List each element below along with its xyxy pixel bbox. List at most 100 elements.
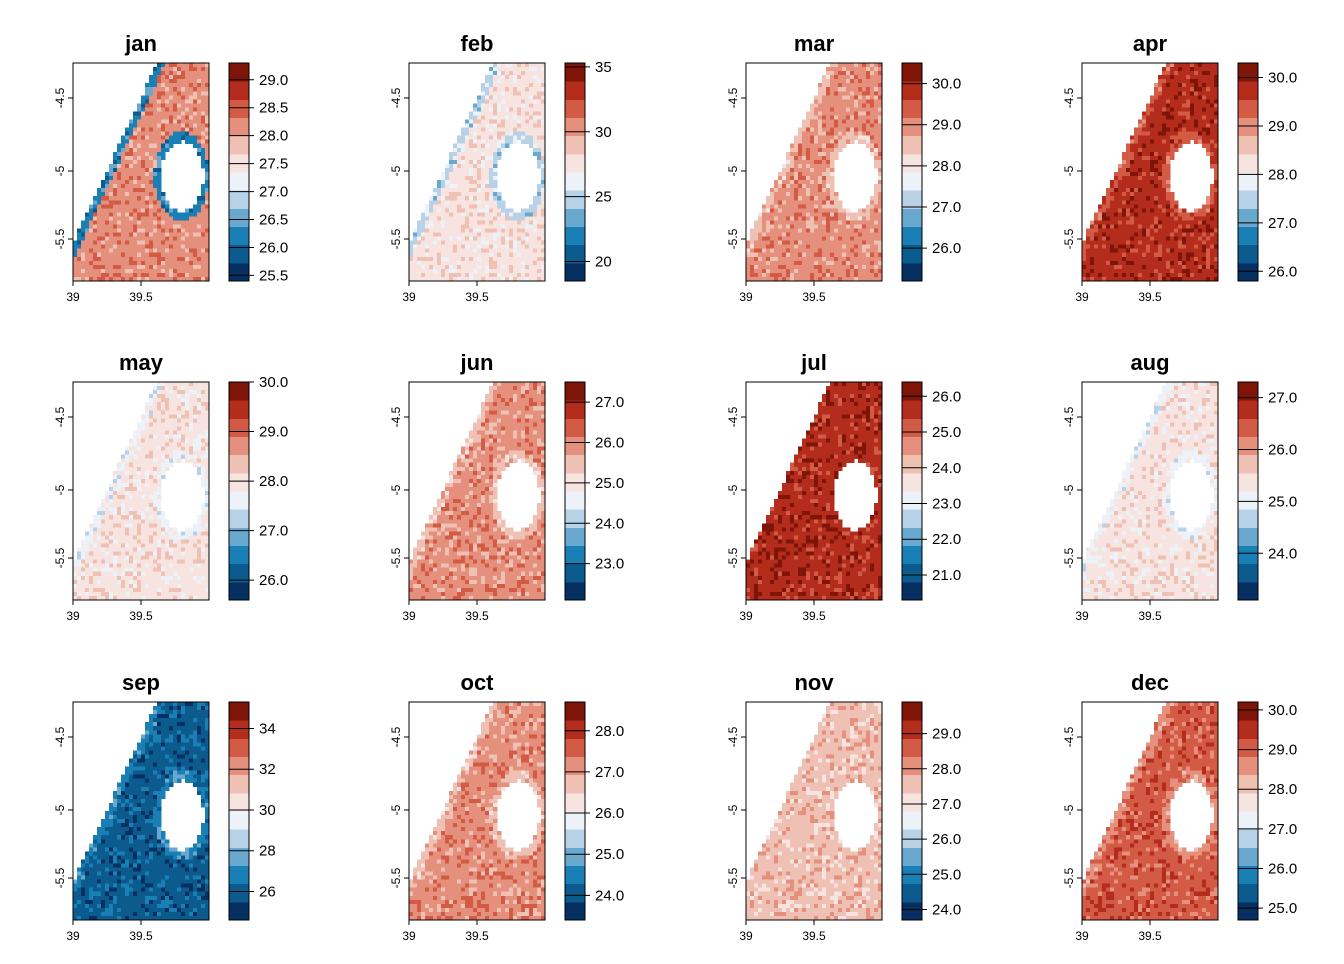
y-tick-label: -5.5 — [726, 228, 740, 249]
panel-title: oct — [461, 670, 495, 695]
x-tick-label: 39.5 — [129, 929, 153, 943]
colorbar-tick-label: 26.0 — [932, 240, 961, 257]
x-tick-label: 39.5 — [1138, 290, 1162, 304]
colorbar-tick-label: 28 — [259, 843, 276, 860]
y-tick-label: -5.5 — [726, 547, 740, 568]
colorbar-tick-label: 27.0 — [595, 764, 624, 781]
panel-title: jun — [460, 350, 494, 375]
x-tick-label: 39.5 — [802, 609, 826, 623]
y-tick-label: -4.5 — [726, 406, 740, 427]
colorbar — [565, 63, 585, 282]
y-tick-label: -5 — [1062, 484, 1076, 495]
panel-title: apr — [1133, 31, 1168, 56]
colorbar-tick-label: 29.0 — [259, 424, 288, 441]
raster — [73, 702, 209, 920]
colorbar-tick-label: 27.0 — [1268, 821, 1297, 838]
colorbar-tick-label: 24.0 — [595, 515, 624, 532]
colorbar — [229, 382, 249, 601]
colorbar — [902, 63, 922, 282]
colorbar-tick-label: 28.0 — [1268, 781, 1297, 798]
colorbar-tick-label: 28.0 — [259, 128, 288, 145]
y-tick-label: -5 — [53, 484, 67, 495]
y-tick-label: -5.5 — [1062, 867, 1076, 888]
colorbar-tick-label: 32 — [259, 761, 276, 778]
panel-title: aug — [1130, 350, 1169, 375]
x-tick-label: 39 — [402, 290, 416, 304]
colorbar-tick-label: 24.0 — [932, 901, 961, 918]
colorbar-tick-label: 25 — [595, 189, 612, 206]
x-tick-label: 39 — [1075, 929, 1089, 943]
x-tick-label: 39.5 — [465, 290, 489, 304]
x-tick-label: 39.5 — [1138, 929, 1162, 943]
raster — [409, 63, 545, 281]
colorbar-tick-label: 25.0 — [932, 866, 961, 883]
colorbar-tick-label: 25.0 — [932, 424, 961, 441]
colorbar-tick-label: 26.0 — [595, 805, 624, 822]
y-tick-label: -5 — [389, 484, 403, 495]
y-tick-label: -5.5 — [53, 547, 67, 568]
x-tick-label: 39 — [402, 929, 416, 943]
colorbar-tick-label: 30.0 — [1268, 70, 1297, 87]
colorbar-tick-label: 24.0 — [1268, 545, 1297, 562]
colorbar-tick-label: 26.0 — [932, 831, 961, 848]
y-tick-label: -5 — [726, 484, 740, 495]
x-tick-label: 39 — [66, 609, 80, 623]
colorbar-tick-label: 24.0 — [595, 887, 624, 904]
colorbar-tick-label: 34 — [259, 720, 276, 737]
colorbar-tick-label: 26.0 — [1268, 441, 1297, 458]
colorbar — [1238, 63, 1258, 282]
colorbar-tick-label: 28.0 — [932, 761, 961, 778]
colorbar-tick-label: 23.0 — [595, 556, 624, 573]
colorbar-tick-label: 28.0 — [932, 158, 961, 175]
x-tick-label: 39 — [402, 609, 416, 623]
y-tick-label: -4.5 — [53, 726, 67, 747]
colorbar-tick-label: 26.0 — [1268, 263, 1297, 280]
panel-title: jul — [800, 350, 827, 375]
colorbar-tick-label: 29.0 — [932, 726, 961, 743]
colorbar-tick-label: 29.0 — [932, 117, 961, 134]
x-tick-label: 39.5 — [465, 929, 489, 943]
colorbar-tick-label: 29.0 — [1268, 118, 1297, 135]
colorbar-tick-label: 30.0 — [259, 374, 288, 391]
y-tick-label: -4.5 — [389, 726, 403, 747]
colorbar — [1238, 382, 1258, 601]
colorbar-tick-label: 28.0 — [1268, 166, 1297, 183]
colorbar-tick-label: 27.0 — [595, 394, 624, 411]
panel-title: sep — [122, 670, 160, 695]
colorbar-tick-label: 26.0 — [259, 572, 288, 589]
colorbar-tick-label: 27.0 — [932, 199, 961, 216]
colorbar — [229, 63, 249, 282]
raster — [1082, 63, 1218, 281]
raster — [73, 63, 209, 281]
colorbar-tick-label: 25.0 — [595, 475, 624, 492]
panel-title: dec — [1131, 670, 1169, 695]
colorbar-tick-label: 25.0 — [595, 846, 624, 863]
colorbar-tick-label: 30.0 — [1268, 702, 1297, 719]
colorbar-tick-label: 25.0 — [1268, 493, 1297, 510]
x-tick-label: 39 — [66, 290, 80, 304]
colorbar-tick-label: 28.5 — [259, 100, 288, 117]
colorbar-tick-label: 27.0 — [259, 184, 288, 201]
raster — [746, 702, 882, 920]
y-tick-label: -5 — [53, 165, 67, 176]
y-tick-label: -5 — [389, 804, 403, 815]
colorbar-tick-label: 27.0 — [259, 523, 288, 540]
y-tick-label: -5.5 — [726, 867, 740, 888]
colorbar-tick-label: 22.0 — [932, 531, 961, 548]
raster — [409, 702, 545, 920]
colorbar-tick-label: 27.0 — [1268, 215, 1297, 232]
raster — [409, 382, 545, 600]
colorbar-tick-label: 27.0 — [1268, 390, 1297, 407]
colorbar-tick-label: 26 — [259, 883, 276, 900]
